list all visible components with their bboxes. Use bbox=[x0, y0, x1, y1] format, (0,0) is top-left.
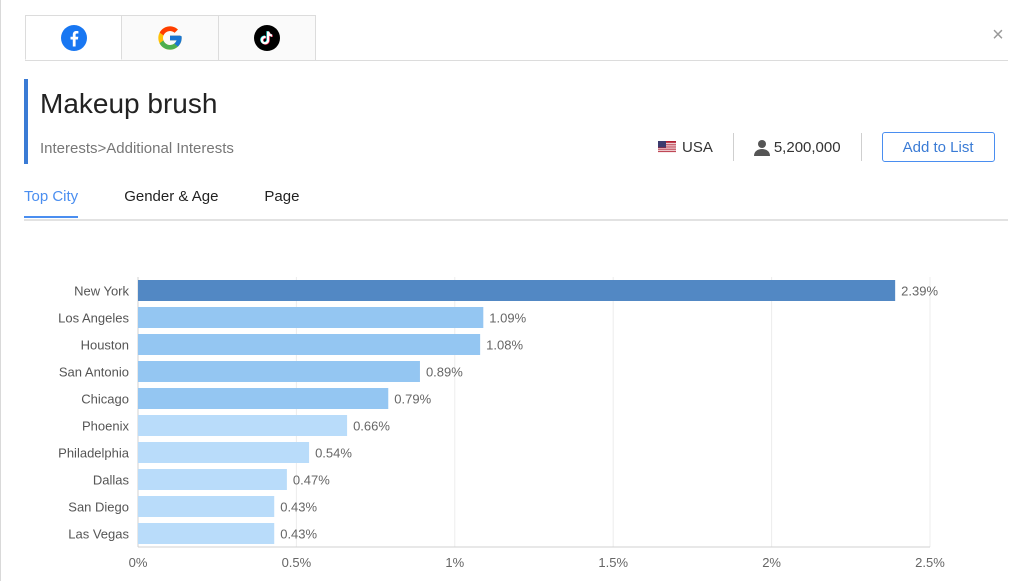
subtabs: Top City Gender & Age Page bbox=[24, 188, 345, 218]
audience-size: 5,200,000 bbox=[753, 138, 841, 156]
x-tick-label: 2.5% bbox=[915, 555, 945, 570]
tab-google[interactable] bbox=[122, 15, 219, 60]
category-label: New York bbox=[74, 284, 129, 299]
category-label: Los Angeles bbox=[58, 311, 129, 326]
platform-tabs bbox=[25, 15, 316, 60]
category-label: Houston bbox=[81, 338, 129, 353]
x-tick-label: 2% bbox=[762, 555, 781, 570]
bar bbox=[138, 469, 287, 490]
data-label: 0.89% bbox=[426, 365, 463, 380]
data-label: 1.08% bbox=[486, 338, 523, 353]
data-label: 0.43% bbox=[280, 500, 317, 515]
category-label: Chicago bbox=[81, 392, 129, 407]
tab-tiktok[interactable] bbox=[219, 15, 316, 60]
us-flag-icon bbox=[658, 141, 676, 153]
tab-page[interactable]: Page bbox=[264, 188, 300, 205]
x-tick-label: 0% bbox=[129, 555, 148, 570]
subtabs-divider bbox=[24, 219, 1008, 221]
x-tick-label: 1.5% bbox=[598, 555, 628, 570]
tiktok-icon bbox=[254, 25, 280, 51]
x-tick-label: 1% bbox=[445, 555, 464, 570]
category-label: San Antonio bbox=[59, 365, 129, 380]
meta-separator bbox=[860, 133, 862, 161]
data-label: 0.47% bbox=[293, 473, 330, 488]
tab-gender-age[interactable]: Gender & Age bbox=[124, 188, 219, 205]
tabs-divider bbox=[25, 60, 1008, 61]
data-label: 0.79% bbox=[394, 392, 431, 407]
facebook-icon bbox=[60, 24, 87, 51]
window-edge bbox=[0, 0, 1, 581]
breadcrumb: Interests>Additional Interests bbox=[40, 140, 234, 157]
tab-facebook[interactable] bbox=[25, 15, 122, 60]
country-label: USA bbox=[682, 138, 713, 156]
bar bbox=[138, 334, 481, 355]
bar bbox=[138, 388, 389, 409]
tab-top-city[interactable]: Top City bbox=[24, 188, 79, 218]
data-label: 0.54% bbox=[315, 446, 352, 461]
bar bbox=[138, 496, 275, 517]
data-label: 2.39% bbox=[901, 284, 938, 299]
x-tick-label: 0.5% bbox=[282, 555, 312, 570]
category-label: Phoenix bbox=[82, 419, 129, 434]
person-icon bbox=[753, 139, 770, 156]
category-label: Las Vegas bbox=[68, 527, 129, 542]
category-label: Philadelphia bbox=[58, 446, 130, 461]
audience-meta: USA 5,200,000 Add to List bbox=[658, 132, 995, 162]
bar bbox=[138, 415, 348, 436]
category-label: Dallas bbox=[93, 473, 130, 488]
title-accent-bar bbox=[24, 79, 28, 164]
add-to-list-button[interactable]: Add to List bbox=[881, 132, 995, 162]
bar bbox=[138, 361, 420, 382]
bar bbox=[138, 442, 310, 463]
bar bbox=[138, 523, 275, 544]
close-icon[interactable]: × bbox=[992, 24, 1004, 46]
data-label: 0.43% bbox=[280, 527, 317, 542]
data-label: 1.09% bbox=[489, 311, 526, 326]
meta-separator bbox=[732, 133, 734, 161]
google-icon bbox=[158, 26, 182, 50]
country-indicator: USA bbox=[658, 139, 713, 156]
page-title: Makeup brush bbox=[40, 88, 218, 119]
bar bbox=[138, 307, 484, 328]
category-label: San Diego bbox=[68, 500, 129, 515]
bar bbox=[138, 280, 896, 301]
data-label: 0.66% bbox=[353, 419, 390, 434]
audience-size-value: 5,200,000 bbox=[773, 138, 841, 156]
